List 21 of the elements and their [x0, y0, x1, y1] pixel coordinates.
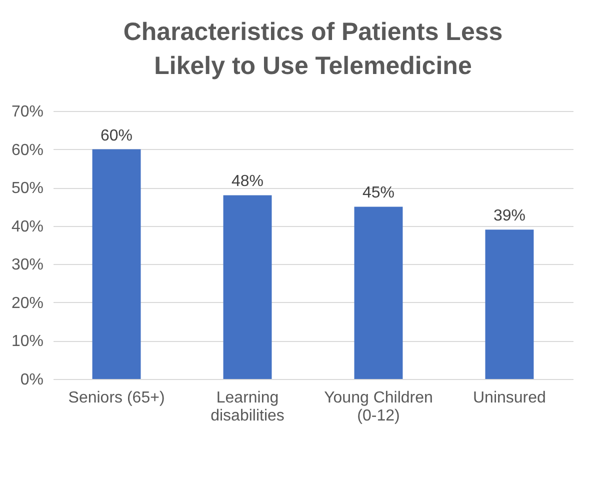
y-tick-label: 50%: [11, 180, 44, 198]
x-tick-label: Learning disabilities: [210, 390, 284, 424]
y-tick-label: 70%: [11, 104, 44, 120]
data-label: 48%: [231, 173, 264, 190]
x-tick-label: Young Children (0-12): [324, 390, 433, 424]
bar: [354, 206, 403, 379]
bar: [92, 149, 141, 379]
bar: [485, 230, 534, 379]
x-tick-label: Uninsured: [473, 390, 546, 406]
y-tick-label: 60%: [11, 142, 44, 159]
y-tick-label: 0%: [20, 372, 44, 388]
bar: [223, 195, 272, 379]
data-label: 39%: [493, 208, 526, 225]
data-label: 60%: [100, 127, 133, 144]
y-tick-label: 30%: [11, 256, 44, 274]
chart-title: Characteristics of Patients Less Likely to Use Telemedicine: [123, 18, 503, 80]
y-tick-label: 40%: [11, 218, 44, 236]
data-label: 45%: [362, 184, 395, 202]
y-tick-label: 10%: [11, 333, 44, 350]
y-tick-label: 20%: [11, 294, 44, 312]
x-tick-label: Seniors (65+): [68, 390, 165, 406]
